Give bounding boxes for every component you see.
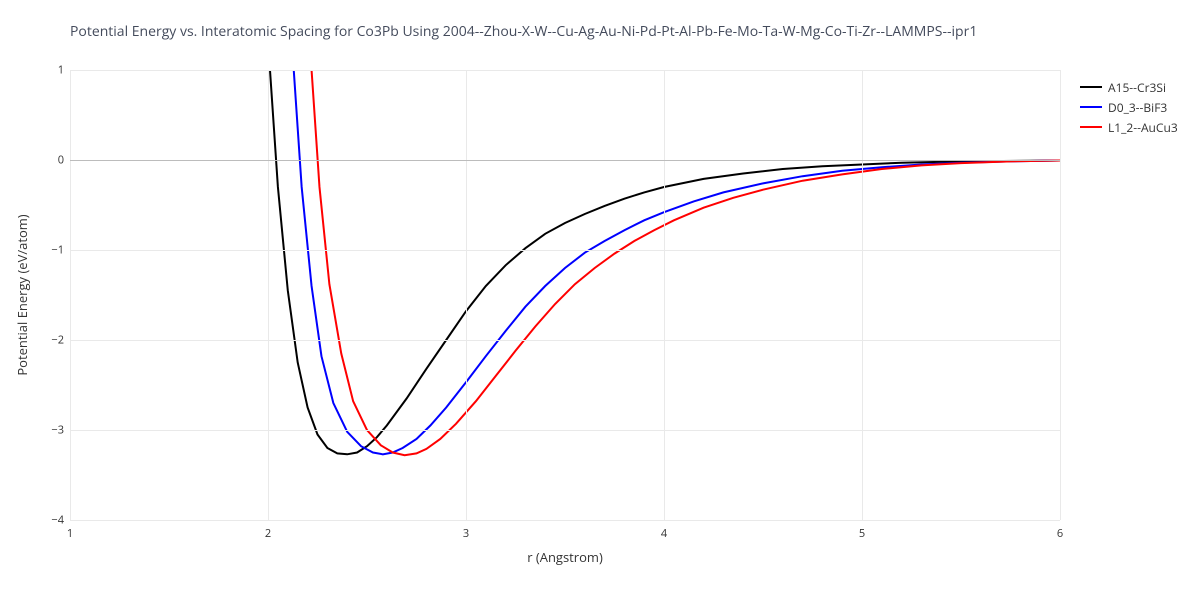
legend-swatch: [1080, 86, 1102, 88]
y-tick-label: −4: [38, 513, 64, 528]
grid-h: [70, 430, 1060, 431]
x-tick-label: 3: [463, 526, 469, 541]
legend-label: A15--Cr3Si: [1108, 79, 1166, 96]
grid-h: [70, 70, 1060, 71]
grid-v: [1060, 70, 1061, 520]
legend-label: L1_2--AuCu3: [1108, 119, 1178, 136]
series-line[interactable]: [312, 70, 1060, 455]
legend-item[interactable]: D0_3--BiF3: [1080, 98, 1178, 116]
y-tick-label: 1: [38, 63, 64, 78]
x-tick-label: 6: [1057, 526, 1063, 541]
grid-v: [70, 70, 71, 520]
grid-h: [70, 520, 1060, 521]
grid-v: [664, 70, 665, 520]
grid-v: [862, 70, 863, 520]
grid-v: [466, 70, 467, 520]
x-tick-label: 4: [661, 526, 667, 541]
legend-label: D0_3--BiF3: [1108, 99, 1167, 116]
y-tick-label: −2: [38, 333, 64, 348]
grid-h: [70, 250, 1060, 251]
legend-item[interactable]: A15--Cr3Si: [1080, 78, 1178, 96]
grid-v: [268, 70, 269, 520]
legend-item[interactable]: L1_2--AuCu3: [1080, 118, 1178, 136]
x-tick-label: 2: [265, 526, 271, 541]
x-axis-label: r (Angstrom): [527, 548, 603, 566]
x-tick-label: 5: [859, 526, 865, 541]
zero-line: [70, 160, 1060, 161]
y-axis-label: Potential Energy (eV/atom): [13, 214, 31, 375]
grid-h: [70, 340, 1060, 341]
x-tick-label: 1: [67, 526, 73, 541]
legend-swatch: [1080, 126, 1102, 128]
y-tick-label: 0: [38, 153, 64, 168]
legend-swatch: [1080, 106, 1102, 108]
y-tick-label: −3: [38, 423, 64, 438]
curves-layer: [0, 0, 1200, 600]
y-tick-label: −1: [38, 243, 64, 258]
legend[interactable]: A15--Cr3Si D0_3--BiF3 L1_2--AuCu3: [1080, 78, 1178, 138]
